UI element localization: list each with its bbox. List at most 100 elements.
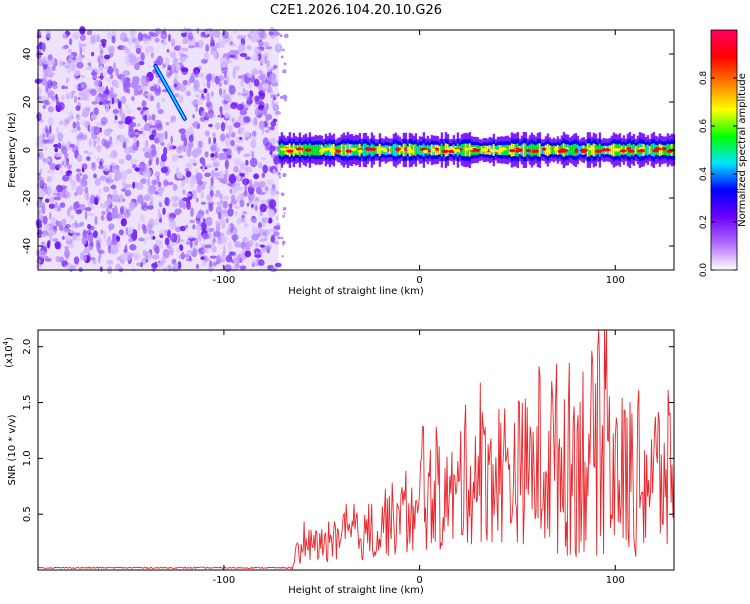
noise-speck	[206, 112, 210, 118]
noise-speck	[69, 172, 73, 180]
noise-speck	[221, 30, 229, 39]
noise-speck	[200, 256, 205, 260]
noise-speck	[179, 225, 186, 232]
colorbar-gradient	[710, 29, 738, 271]
noise-speck	[66, 207, 71, 217]
noise-speck	[200, 110, 206, 119]
noise-speck	[168, 33, 171, 43]
noise-speck	[142, 115, 146, 120]
noise-speck	[162, 41, 168, 46]
noise-speck	[204, 151, 209, 158]
snr-x-label: Height of straight line (km)	[288, 585, 424, 596]
noise-speck	[233, 265, 239, 271]
snr-series-line	[37, 329, 675, 571]
noise-speck	[39, 250, 47, 259]
noise-speck	[253, 173, 259, 180]
noise-speck	[138, 237, 145, 242]
noise-speck	[73, 69, 81, 77]
noise-speck	[223, 173, 227, 180]
band-inner	[466, 143, 470, 157]
noise-speck	[161, 97, 166, 103]
noise-speck	[231, 173, 235, 183]
noise-speck	[258, 89, 265, 96]
noise-speck	[163, 229, 168, 236]
noise-speck	[202, 165, 205, 173]
noise-speck	[107, 127, 112, 136]
band-inner	[312, 145, 316, 156]
noise-speck	[240, 122, 245, 126]
noise-speck	[229, 251, 236, 256]
noise-speck	[120, 95, 127, 104]
noise-speck	[61, 218, 67, 226]
band-peak	[587, 147, 596, 151]
noise-speck	[266, 179, 274, 186]
noise-speck	[284, 33, 289, 39]
colorbar-tick-label: 0.8	[699, 71, 709, 86]
noise-speck	[36, 258, 41, 264]
noise-speck	[244, 56, 251, 60]
noise-speck	[266, 60, 271, 68]
band-peak	[427, 149, 431, 153]
noise-speck	[47, 79, 53, 89]
noise-speck	[120, 206, 124, 215]
noise-speck	[239, 172, 245, 177]
noise-speck	[164, 57, 170, 67]
noise-speck	[229, 124, 233, 134]
noise-speck	[226, 229, 231, 236]
noise-speck	[142, 33, 148, 38]
noise-speck	[205, 209, 209, 215]
snr-frame	[37, 329, 675, 571]
noise-speck	[134, 132, 140, 136]
noise-speck	[214, 193, 220, 198]
noise-speck	[75, 168, 82, 173]
noise-speck	[103, 186, 110, 193]
noise-speck	[140, 178, 147, 184]
noise-speck	[134, 167, 140, 172]
noise-speck	[118, 158, 125, 165]
band-inner	[570, 144, 574, 156]
noise-speck	[82, 174, 88, 180]
noise-speck	[206, 92, 211, 103]
noise-speck	[141, 146, 150, 153]
noise-speck	[251, 233, 259, 241]
noise-speck	[133, 78, 137, 83]
noise-speck	[75, 105, 81, 111]
noise-speck	[193, 69, 198, 76]
noise-speck	[259, 238, 266, 242]
noise-speck	[62, 174, 70, 182]
noise-speck	[86, 192, 89, 201]
noise-speck	[188, 79, 192, 84]
noise-speck	[70, 224, 77, 229]
noise-speck	[220, 122, 226, 132]
noise-speck	[67, 48, 73, 54]
noise-speck	[196, 82, 200, 89]
noise-speck	[121, 178, 127, 188]
noise-speck	[188, 134, 194, 143]
noise-speck	[241, 35, 246, 39]
noise-speck	[243, 164, 248, 171]
noise-speck	[142, 130, 146, 138]
noise-speck	[273, 105, 278, 110]
noise-speck	[129, 244, 137, 251]
noise-speck	[192, 162, 198, 167]
noise-speck	[150, 149, 157, 158]
band-inner	[440, 143, 444, 157]
noise-speck	[80, 251, 84, 261]
noise-speck	[100, 94, 105, 99]
noise-speck	[172, 86, 176, 94]
noise-speck	[182, 79, 188, 86]
noise-speck	[204, 244, 212, 249]
noise-speck	[94, 215, 98, 226]
noise-speck	[86, 229, 92, 235]
noise-speck	[267, 217, 273, 224]
noise-speck	[48, 196, 55, 204]
noise-speck	[185, 90, 192, 97]
noise-speck	[284, 98, 287, 102]
noise-speck	[282, 193, 285, 196]
noise-speck	[87, 124, 91, 132]
colorbar-tick-label: 0.0	[699, 263, 709, 278]
noise-speck	[105, 176, 113, 185]
noise-speck	[114, 80, 119, 86]
noise-speck	[57, 101, 65, 111]
noise-speck	[268, 199, 277, 209]
